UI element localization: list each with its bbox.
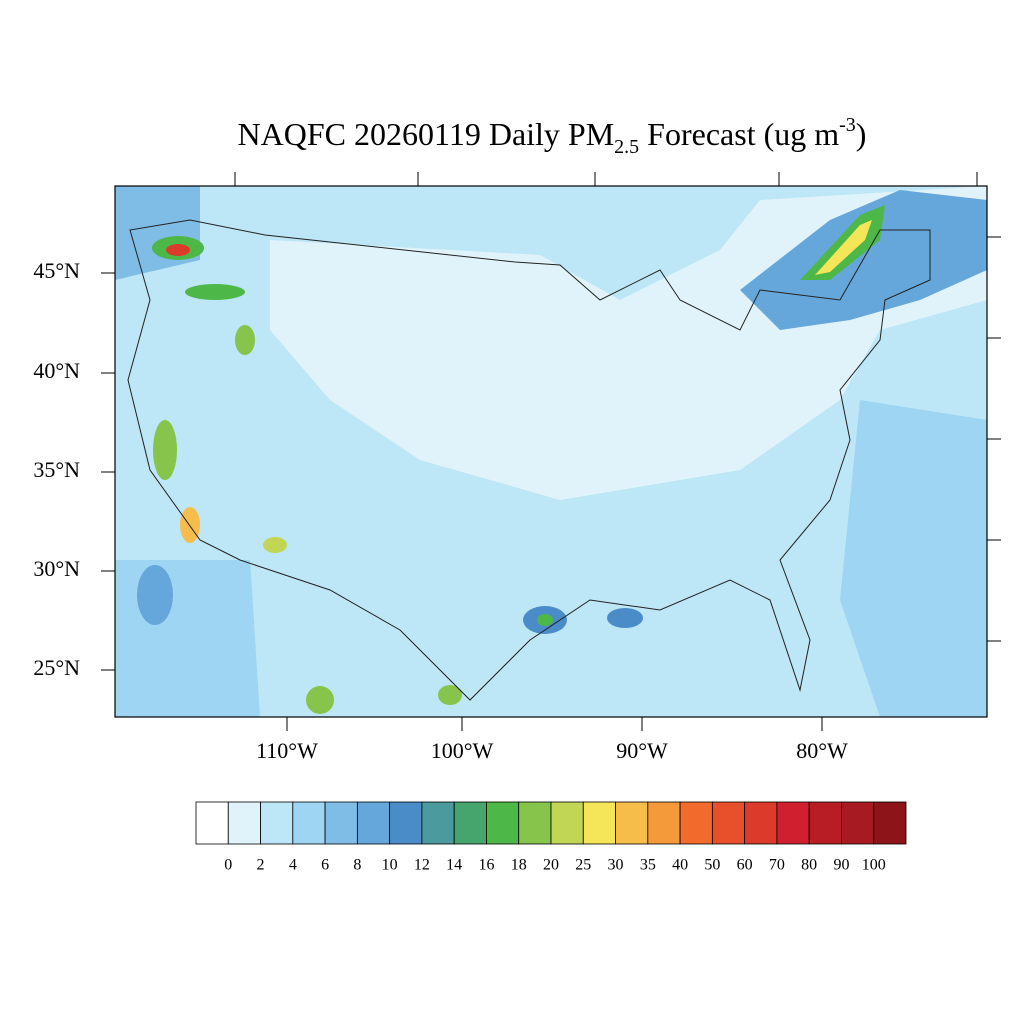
colorbar-box	[356, 801, 391, 845]
colorbar-box	[453, 801, 487, 845]
colorbar-label: 16	[478, 857, 494, 874]
colorbar-label: 8	[353, 857, 361, 874]
colorbar-label: 40	[672, 857, 688, 874]
title-main: NAQFC 20260119 Daily PM	[238, 116, 615, 152]
lat-label: 35°N	[33, 457, 80, 482]
colorbar-box	[550, 801, 584, 845]
map-frame	[114, 185, 988, 718]
lat-label: 40°N	[33, 358, 80, 383]
lat-label: 45°N	[33, 258, 80, 283]
colorbar-label: 14	[446, 857, 462, 874]
colorbar-label: 80	[801, 857, 817, 874]
colorbar-box	[421, 801, 455, 845]
lon-label: 80°W	[796, 738, 848, 763]
colorbar-box	[647, 801, 681, 845]
colorbar-box	[711, 801, 746, 845]
colorbar-box	[389, 801, 423, 845]
colorbar-box	[518, 801, 552, 845]
colorbar-label: 60	[737, 857, 753, 874]
colorbar-box	[873, 801, 907, 845]
colorbar-box	[776, 801, 810, 845]
colorbar-box	[679, 801, 713, 845]
colorbar-label: 20	[543, 857, 559, 874]
colorbar-box	[486, 801, 520, 845]
colorbar-label: 18	[511, 857, 527, 874]
frame-ticks	[101, 172, 1001, 731]
colorbar-box	[744, 801, 778, 845]
colorbar-label: 4	[289, 857, 297, 874]
colorbar-box	[808, 801, 842, 845]
lat-label: 30°N	[33, 556, 80, 581]
colorbar-label: 0	[224, 857, 232, 874]
colorbar-label: 50	[704, 857, 720, 874]
lat-label: 25°N	[33, 655, 80, 680]
colorbar-box	[324, 801, 358, 845]
lon-label: 100°W	[431, 738, 494, 763]
colorbar-label: 90	[833, 857, 849, 874]
colorbar-box	[227, 801, 261, 845]
title-end: )	[856, 116, 867, 152]
colorbar-box	[292, 801, 326, 845]
colorbar-label: 6	[321, 857, 329, 874]
colorbar-label: 10	[382, 857, 398, 874]
colorbar-label: 2	[257, 857, 265, 874]
colorbar-label: 100	[862, 857, 886, 874]
colorbar-box	[615, 801, 649, 845]
map-title: NAQFC 20260119 Daily PM2.5 Forecast (ug …	[238, 114, 867, 158]
colorbar-box	[195, 801, 229, 845]
colorbar-box	[582, 801, 616, 845]
title-superscript: -3	[839, 114, 856, 136]
colorbar-label: 12	[414, 857, 430, 874]
colorbar-label: 30	[608, 857, 624, 874]
colorbar-label: 25	[575, 857, 591, 874]
title-rest: Forecast (ug m	[639, 116, 839, 152]
lon-label: 90°W	[616, 738, 668, 763]
colorbar-box	[841, 801, 875, 845]
colorbar-label: 35	[640, 857, 656, 874]
colorbar-label: 70	[769, 857, 785, 874]
title-subscript: 2.5	[614, 136, 639, 158]
colorbar-box	[260, 801, 294, 845]
map-field	[115, 186, 987, 717]
lon-label: 110°W	[256, 738, 318, 763]
